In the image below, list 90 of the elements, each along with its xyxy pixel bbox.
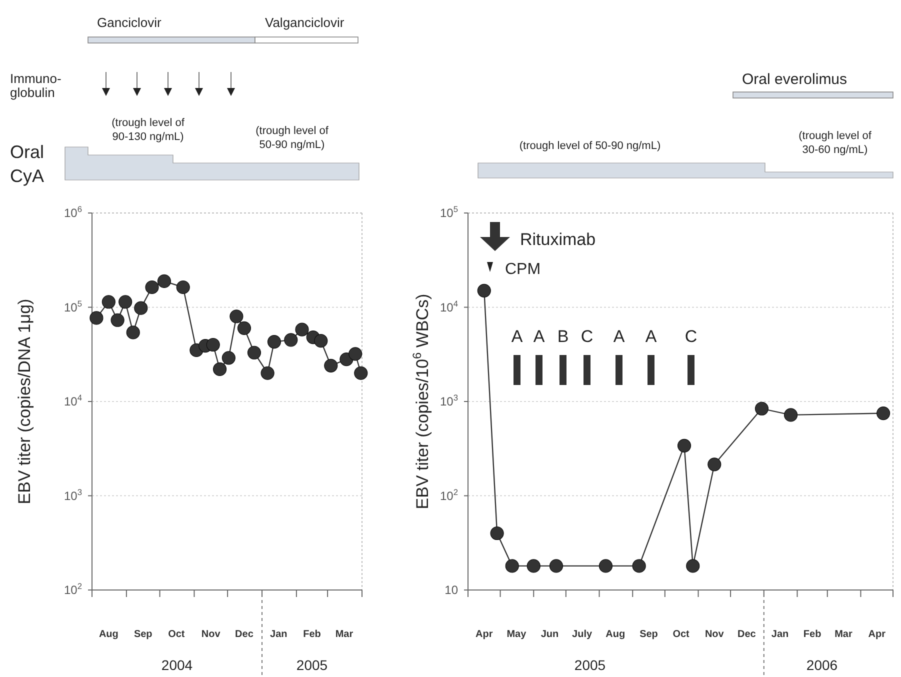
annotation: A — [533, 327, 546, 346]
y-tick-label: 10$^{4}$ — [64, 392, 82, 408]
point — [477, 284, 491, 298]
point — [237, 321, 252, 335]
text: (trough level of 50-90 ng/mL) — [519, 140, 661, 152]
x-tick-label: Nov — [704, 629, 724, 640]
x-tick-label: May — [506, 629, 527, 640]
text: Oral CyA — [10, 142, 44, 186]
point — [126, 326, 140, 340]
point — [526, 559, 540, 573]
annotation: B — [557, 327, 569, 346]
point — [176, 280, 190, 294]
point — [110, 313, 124, 327]
annotation: CPM — [505, 261, 541, 278]
point — [324, 358, 338, 372]
x-tick-label: Aug — [98, 629, 118, 640]
text: Immuno- globulin — [10, 71, 62, 100]
point — [632, 559, 646, 573]
x-tick-label: Mar — [834, 629, 852, 640]
annotation: Rituximab — [520, 230, 596, 249]
point — [212, 362, 227, 376]
text: 2004 — [161, 657, 193, 673]
x-tick-label: Aug — [606, 629, 626, 640]
point — [230, 310, 244, 324]
point — [145, 280, 159, 294]
x-tick-label: Jan — [270, 629, 288, 640]
x-tick-label: Nov — [201, 629, 221, 640]
x-tick-label: Apr — [868, 629, 886, 640]
y-tick-label: 10$^{2}$ — [440, 486, 458, 503]
point — [876, 406, 890, 420]
point — [206, 338, 220, 352]
text: 2006 — [806, 657, 838, 673]
x-tick-label: Apr — [476, 629, 493, 640]
point — [90, 311, 104, 325]
point — [267, 334, 282, 349]
x-tick-label: Dec — [235, 629, 254, 640]
point — [157, 274, 172, 288]
x-tick-label: Jun — [540, 629, 559, 640]
x-tick-label: Oct — [168, 629, 186, 640]
point — [348, 347, 362, 361]
annotation: A — [613, 327, 626, 346]
y-tick-label: 10$^{3}$ — [440, 392, 458, 408]
point — [354, 366, 368, 380]
text: 2005 — [574, 657, 606, 673]
point — [505, 559, 519, 573]
x-tick-label: Feb — [303, 629, 321, 640]
text: (trough level of 90-130 ng/mL) — [112, 117, 186, 143]
annotation: A — [511, 327, 524, 346]
x-tick-label: Mar — [335, 629, 354, 640]
text: Valganciclovir — [265, 15, 345, 30]
point — [754, 402, 769, 416]
point — [708, 458, 722, 472]
x-tick-label: Oct — [672, 629, 690, 640]
point — [549, 559, 564, 573]
x-tick-label: Sep — [640, 629, 658, 640]
point — [134, 301, 148, 315]
x-tick-label: Jan — [771, 629, 789, 640]
point — [295, 322, 309, 336]
text: 2005 — [296, 657, 328, 673]
y-tick-label: 10$^{5}$ — [64, 298, 82, 314]
x-tick-label: July — [572, 629, 592, 640]
point — [686, 559, 700, 573]
point — [118, 295, 132, 309]
point — [314, 334, 328, 348]
point — [247, 346, 262, 360]
x-tick-label: Sep — [134, 629, 152, 640]
text: (trough level of 30-60 ng/mL) — [798, 130, 872, 156]
y-axis-title: EBV titer (copies/DNA 1μg) — [15, 298, 34, 504]
point — [260, 366, 274, 380]
y-tick-label: 10 — [444, 583, 458, 597]
text: (trough level of 50-90 ng/mL) — [256, 125, 330, 151]
point — [677, 438, 692, 452]
annotation: C — [580, 327, 594, 346]
point — [598, 559, 613, 573]
text: Oral everolimus — [742, 71, 848, 88]
y-tick-label: 10$^{4}$ — [440, 298, 458, 314]
x-tick-label: Feb — [803, 629, 822, 640]
x-tick-label: Dec — [737, 629, 756, 640]
point — [784, 408, 798, 422]
y-tick-label: 10$^{6}$ — [64, 204, 82, 220]
point — [222, 351, 236, 365]
text: Ganciclovir — [97, 15, 162, 30]
y-tick-label: 10$^{3}$ — [64, 486, 82, 503]
point — [102, 295, 116, 309]
annotation: A — [645, 327, 658, 346]
point — [284, 333, 298, 347]
y-tick-label: 10$^{5}$ — [440, 204, 458, 220]
annotation: C — [684, 327, 698, 346]
y-tick-label: 10$^{2}$ — [64, 581, 82, 597]
point — [490, 526, 504, 540]
